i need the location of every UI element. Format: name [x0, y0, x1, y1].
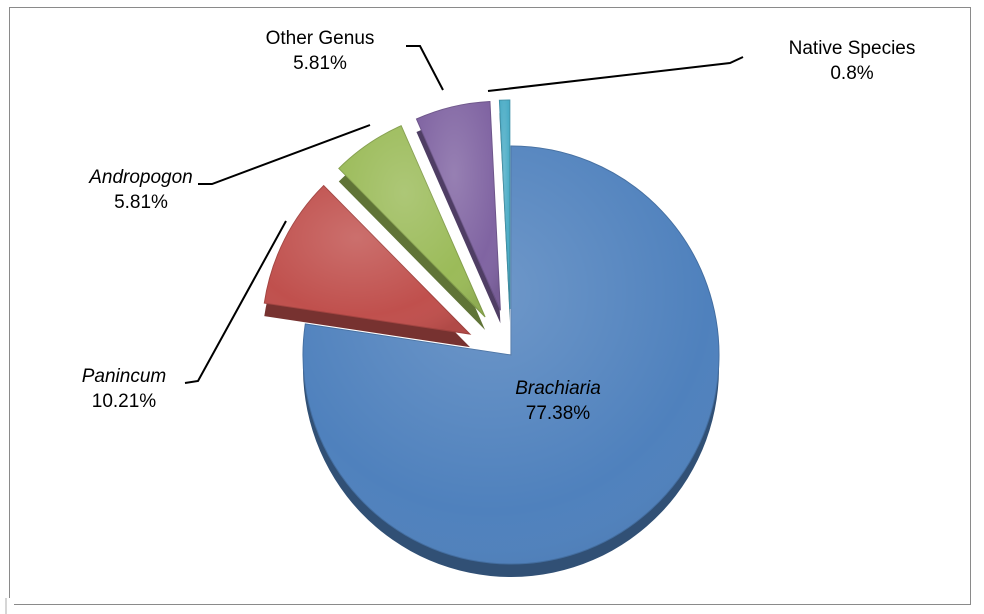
chart-frame: Brachiaria 77.38% Panincum 10.21% Andropogon…	[9, 7, 971, 605]
data-label-panincum: Panincum 10.21%	[82, 366, 167, 412]
slice-name-label: Panincum	[82, 366, 167, 387]
leader-line	[406, 45, 444, 91]
pie-slice-shine	[499, 100, 510, 310]
pie-slice-andropogon	[338, 125, 486, 330]
slice-percent-label: 10.21%	[92, 391, 157, 412]
data-label-andropogon: Andropogon 5.81%	[88, 167, 193, 213]
frame-corner-gap	[0, 598, 14, 614]
pie-slice-shine	[264, 185, 470, 335]
frame-edge-line	[5, 598, 7, 614]
leader-line	[487, 56, 744, 92]
slice-percent-label: 77.38%	[526, 403, 591, 424]
pie-slice-panincum	[263, 184, 472, 348]
pie-slice-other-genus	[415, 100, 501, 324]
leader-line	[184, 220, 287, 384]
pie-slice-shine	[303, 146, 719, 564]
slice-name-label: Brachiaria	[515, 378, 601, 399]
slice-percent-label: 5.81%	[114, 192, 168, 213]
data-label-brachiaria: Brachiaria 77.38%	[515, 378, 601, 424]
pie-slice-shine	[416, 101, 501, 311]
pie-slice-brachiaria	[302, 145, 720, 577]
pie-slice-shine	[338, 125, 486, 317]
pie-chart: Brachiaria 77.38% Panincum 10.21% Andropogon…	[82, 28, 916, 577]
leader-line	[198, 124, 371, 185]
slice-name-label: Andropogon	[88, 167, 193, 188]
pie-slice-native-species	[498, 99, 511, 323]
data-label-other-genus: Other Genus 5.81%	[266, 28, 375, 74]
slice-name-label: Other Genus	[266, 28, 375, 49]
slice-percent-label: 0.8%	[830, 63, 873, 84]
data-label-native-species: Native Species 0.8%	[789, 38, 916, 84]
slice-percent-label: 5.81%	[293, 53, 347, 74]
slice-name-label: Native Species	[789, 38, 916, 59]
